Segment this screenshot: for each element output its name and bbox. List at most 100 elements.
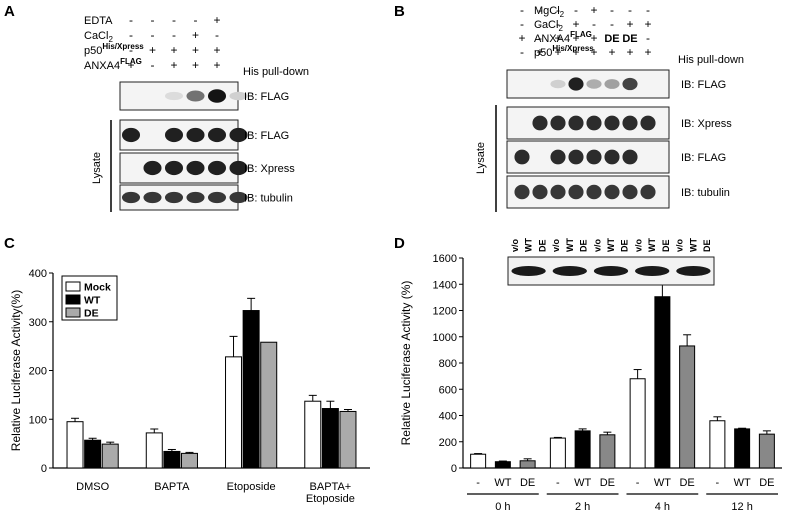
panel-b-band bbox=[586, 79, 602, 89]
panel-a-mark: - bbox=[129, 43, 133, 57]
panel-a-mark: + bbox=[213, 58, 220, 72]
panel-b-mark: - bbox=[520, 45, 524, 59]
panel-d-inset-label: v/o bbox=[633, 238, 643, 252]
panel-b-band bbox=[622, 184, 638, 200]
panel-b-mark: - bbox=[556, 17, 560, 31]
panel-b-band bbox=[586, 149, 602, 165]
panel-b-mark: + bbox=[644, 17, 651, 31]
panel-d-inset-label: WT bbox=[524, 238, 534, 252]
panel-c-bar bbox=[242, 310, 260, 469]
panel-b-band bbox=[532, 184, 548, 200]
panel-a-band bbox=[121, 127, 141, 143]
panel-a-band bbox=[207, 89, 227, 103]
panel-b-band bbox=[550, 79, 566, 89]
panel-b-band bbox=[568, 149, 584, 165]
panel-c-y-tick-label: 200 bbox=[29, 366, 47, 378]
panel-a-band bbox=[164, 191, 184, 204]
panel-d-y-tick-label: 1200 bbox=[433, 306, 457, 318]
panel-d-bar bbox=[519, 460, 536, 469]
panel-d-inset-band bbox=[635, 266, 670, 276]
panel-d-inset-band bbox=[511, 266, 546, 276]
panel-d-inset-label: DE bbox=[661, 239, 671, 252]
panel-d-inset-label: DE bbox=[702, 239, 712, 252]
panel-b-mark: - bbox=[520, 3, 524, 17]
panel-c-bar bbox=[225, 356, 243, 469]
panel-b-band bbox=[514, 184, 530, 200]
panel-a-mark: - bbox=[129, 13, 133, 27]
panel-b-mark: - bbox=[628, 3, 632, 17]
panel-a-band bbox=[186, 127, 205, 143]
panel-b-mark: + bbox=[572, 17, 579, 31]
panel-c-bar bbox=[260, 341, 278, 469]
panel-b-band bbox=[604, 184, 620, 200]
panel-b-mark: - bbox=[646, 3, 650, 17]
panel-a-band bbox=[186, 90, 205, 102]
panel-b-row-label-1: CaCl2 bbox=[534, 19, 563, 33]
panel-c-bar bbox=[163, 450, 181, 469]
panel-d-inset-label: v/o bbox=[592, 238, 602, 252]
panel-a-lysate-label: Lysate bbox=[91, 152, 103, 184]
panel-d-sub-label: DE bbox=[600, 477, 615, 489]
panel-c-y-tick-label: 0 bbox=[41, 463, 47, 475]
panel-a-mark: - bbox=[172, 13, 176, 27]
panel-c-y-tick-label: 400 bbox=[29, 268, 47, 280]
panel-b-band bbox=[514, 149, 530, 165]
panel-c-y-tick-label: 100 bbox=[29, 414, 47, 426]
panel-d-inset-label: WT bbox=[688, 238, 698, 252]
panel-c-legend-label: DE bbox=[84, 308, 99, 320]
panel-c-legend-label: WT bbox=[84, 295, 101, 307]
panel-a-band bbox=[164, 160, 184, 176]
panel-a-mark: - bbox=[129, 28, 133, 42]
panel-a-band bbox=[207, 191, 227, 204]
panel-c-bar bbox=[66, 421, 84, 469]
panel-c-legend-swatch bbox=[65, 294, 81, 305]
panel-d-bar bbox=[549, 437, 566, 469]
panel-b-pulldown-label: His pull-down bbox=[678, 54, 744, 66]
panel-d-inset-label: DE bbox=[579, 239, 589, 252]
panel-c-y-label: Relative Luciferase Activity(%) bbox=[9, 290, 23, 451]
panel-b-mark: + bbox=[518, 31, 525, 45]
panel-letter-b: B bbox=[394, 3, 405, 20]
panel-b-mark: + bbox=[536, 45, 543, 59]
panel-b-mark: - bbox=[610, 17, 614, 31]
panel-c-category-label: Etoposide bbox=[227, 481, 276, 493]
panel-a-mark: - bbox=[215, 28, 219, 42]
panel-d-inset-label: DE bbox=[620, 239, 630, 252]
panel-d-sub-label: - bbox=[716, 477, 720, 489]
panel-a-row-label-3: ANXA4FLAG bbox=[84, 57, 142, 72]
panel-d-inset-band bbox=[676, 266, 711, 276]
panel-d-sub-label: WT bbox=[734, 477, 751, 489]
panel-d-sub-label: - bbox=[556, 477, 560, 489]
panel-b-mark: - bbox=[538, 3, 542, 17]
panel-b-row-label-2: ANXA4FLAG bbox=[534, 30, 592, 45]
panel-letter-a: A bbox=[4, 3, 15, 20]
panel-c-legend-swatch bbox=[65, 281, 81, 292]
panel-b-band bbox=[550, 149, 566, 165]
panel-a-mark: + bbox=[149, 43, 156, 57]
panel-b-band bbox=[586, 184, 602, 200]
panel-c-chart: 0 100 200 300 400 Relative Luciferase Activit… bbox=[9, 268, 370, 505]
panel-a-band bbox=[143, 160, 162, 176]
panel-a-mark: + bbox=[170, 43, 177, 57]
panel-c-y-tick-label: 300 bbox=[29, 317, 47, 329]
panel-b-mark: + bbox=[590, 45, 597, 59]
panel-b-mark: - bbox=[556, 3, 560, 17]
panel-b-band bbox=[550, 115, 566, 131]
panel-a-band bbox=[207, 160, 227, 176]
panel-d-inset-blot: v/o WT DE v/o WT DE v/o WT DE v/o WT DE v/o WT DE bbox=[507, 238, 715, 286]
panel-d-y-tick-label: 1400 bbox=[433, 279, 457, 291]
panel-d-group-label: 12 h bbox=[731, 501, 752, 513]
panel-d-inset-band bbox=[593, 266, 629, 276]
panel-a-mark: + bbox=[170, 58, 177, 72]
panel-d-sub-label: DE bbox=[759, 477, 774, 489]
panel-d-inset-label: v/o bbox=[510, 238, 520, 252]
panel-c-legend-label: Mock bbox=[84, 282, 111, 294]
panel-b-lysate-label: Lysate bbox=[475, 142, 487, 174]
panel-b-mark: - bbox=[538, 17, 542, 31]
panel-a-condition-table: EDTA - - - - +CaCl2- - - + -p50His/Xpress- + + + +ANX… bbox=[84, 13, 221, 72]
panel-b-mark: - bbox=[538, 31, 542, 45]
panel-a-mark: + bbox=[127, 58, 134, 72]
panel-b-mark: - bbox=[592, 17, 596, 31]
